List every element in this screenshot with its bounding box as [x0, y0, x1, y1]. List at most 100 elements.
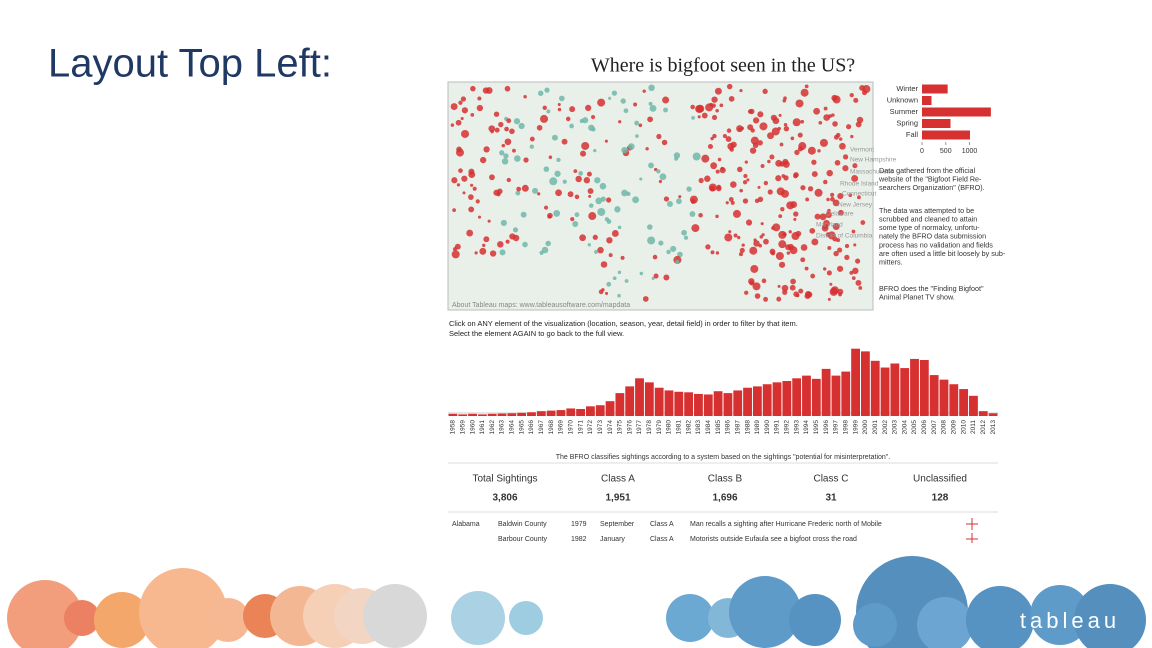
summary-value: 3,806	[492, 493, 517, 504]
map-dot	[759, 122, 768, 131]
map-dot	[578, 171, 584, 176]
map-dot	[822, 267, 827, 271]
map-dot	[783, 126, 790, 132]
map-dot	[787, 243, 794, 251]
map-dot	[480, 156, 487, 164]
table-cell: Motorists outside Eufaula see a bigfoot …	[690, 536, 857, 543]
map-dot	[707, 143, 714, 150]
bar	[586, 406, 595, 416]
map-dot	[726, 128, 732, 133]
map-dot	[604, 139, 608, 143]
year-label: 1989	[754, 420, 761, 435]
map-dot	[772, 223, 781, 232]
map-dot	[579, 118, 584, 124]
year-label: 1985	[715, 420, 722, 435]
bar	[625, 386, 635, 416]
table-cell: Alabama	[452, 521, 480, 528]
map-dot	[572, 221, 579, 227]
table-cell: 1982	[571, 536, 587, 543]
bar	[694, 393, 703, 416]
year-label: 1974	[607, 420, 614, 435]
map-dot	[726, 83, 733, 90]
summary-header: Total Sightings	[472, 474, 537, 485]
map-dot	[778, 240, 787, 249]
map-dot	[724, 233, 733, 242]
map-dot	[835, 132, 841, 138]
map-dot	[852, 267, 859, 275]
map-dot	[599, 182, 607, 190]
map-dot	[749, 147, 757, 154]
map-label: New Hampshire	[850, 157, 897, 164]
map-dot	[842, 165, 849, 172]
bar	[792, 378, 802, 416]
map-dot	[588, 212, 597, 221]
map-dot	[512, 148, 516, 153]
map-dot	[852, 163, 858, 169]
map-dot	[451, 177, 458, 184]
map-dot	[858, 286, 863, 290]
year-label: 1968	[548, 420, 555, 435]
instruction: Click on ANY element of the visualizatio…	[449, 319, 798, 328]
map-dot	[477, 215, 482, 219]
map-dot	[692, 152, 701, 161]
map-dot	[659, 173, 667, 181]
table-cell: September	[600, 521, 635, 528]
summary-value: 1,951	[605, 493, 630, 504]
map-dot	[586, 171, 592, 177]
year-label: 1982	[685, 420, 692, 435]
map-dots	[450, 83, 871, 302]
map-dot	[561, 138, 568, 145]
map-dot	[839, 142, 846, 150]
map-dot	[623, 108, 629, 114]
bar	[922, 96, 932, 105]
map[interactable]	[447, 81, 874, 311]
footer-circles	[7, 556, 1146, 648]
map-dot	[778, 113, 782, 117]
year-label: 1962	[489, 420, 496, 435]
map-dot	[818, 120, 823, 125]
map-dot	[733, 233, 738, 238]
map-dot	[585, 104, 592, 112]
bar	[929, 375, 939, 416]
detail-table: Alabama Baldwin County 1979 September Class …	[452, 518, 978, 543]
map-dot	[783, 96, 787, 100]
map-dot	[711, 96, 718, 103]
year-label: 1966	[528, 420, 535, 435]
map-dot	[722, 133, 728, 139]
map-dot	[653, 273, 659, 279]
map-dot	[633, 102, 638, 107]
map-dot	[501, 158, 509, 165]
map-dot	[553, 210, 561, 217]
map-dot	[788, 230, 792, 234]
map-dot	[574, 194, 580, 200]
bar	[458, 414, 468, 416]
map-dot	[789, 284, 796, 291]
map-dot	[749, 246, 758, 255]
map-dot	[621, 146, 628, 154]
map-label: Maryland	[816, 222, 843, 229]
year-label: 2002	[882, 420, 889, 435]
map-dot	[635, 134, 639, 138]
map-dot	[763, 180, 769, 186]
map-dot	[771, 226, 775, 230]
map-dot	[597, 246, 604, 254]
map-dot	[710, 136, 714, 141]
map-dot	[648, 162, 654, 169]
bar	[566, 408, 576, 416]
map-dot	[782, 289, 788, 295]
map-dot	[793, 173, 798, 179]
instruction: Select the element AGAIN to go back to t…	[449, 329, 624, 338]
map-dot	[834, 159, 841, 166]
map-dot	[523, 157, 529, 163]
map-dot	[757, 111, 764, 118]
map-dot	[472, 186, 477, 191]
year-label: 1981	[676, 420, 683, 435]
year-label: 1976	[626, 420, 633, 435]
map-dot	[487, 219, 491, 223]
map-dot	[544, 205, 549, 210]
summary-value: 1,696	[712, 493, 737, 504]
map-dot	[846, 124, 852, 130]
bar	[841, 371, 851, 416]
map-dot	[739, 188, 743, 193]
